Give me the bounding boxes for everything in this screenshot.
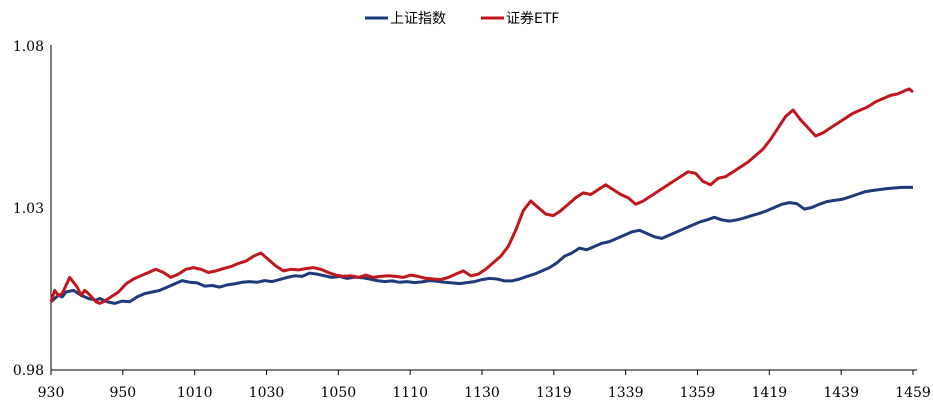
x-tick-label: 1439 bbox=[823, 385, 859, 401]
y-tick-label: 1.08 bbox=[13, 39, 44, 55]
x-tick-label: 1319 bbox=[536, 385, 572, 401]
x-tick-label: 1359 bbox=[680, 385, 716, 401]
series-line-shanghai-index bbox=[50, 185, 913, 305]
x-tick-label: 930 bbox=[38, 385, 65, 401]
x-tick-label: 1419 bbox=[752, 385, 788, 401]
x-tick-label: 1130 bbox=[464, 385, 500, 401]
x-tick-label: 1459 bbox=[895, 385, 931, 401]
x-tick-label: 1010 bbox=[177, 385, 213, 401]
x-axis-ticks: 930 950 1010 1030 1050 1110 1130 1319 1339 1359 14… bbox=[38, 370, 931, 401]
series-line-securities-etf bbox=[49, 87, 914, 305]
x-tick-label: 1339 bbox=[608, 385, 644, 401]
legend-label-securities-etf: 证券ETF bbox=[506, 11, 559, 27]
x-tick-label: 950 bbox=[109, 385, 136, 401]
x-tick-label: 1050 bbox=[321, 385, 357, 401]
y-tick-label: 1.03 bbox=[13, 201, 44, 217]
legend-label-shanghai-index: 上证指数 bbox=[390, 11, 446, 27]
x-tick-label: 1030 bbox=[249, 385, 285, 401]
y-tick-label: 0.98 bbox=[13, 363, 44, 379]
legend: 上证指数 证券ETF bbox=[365, 11, 559, 27]
x-tick-label: 1110 bbox=[392, 385, 428, 401]
series-group bbox=[49, 87, 914, 305]
